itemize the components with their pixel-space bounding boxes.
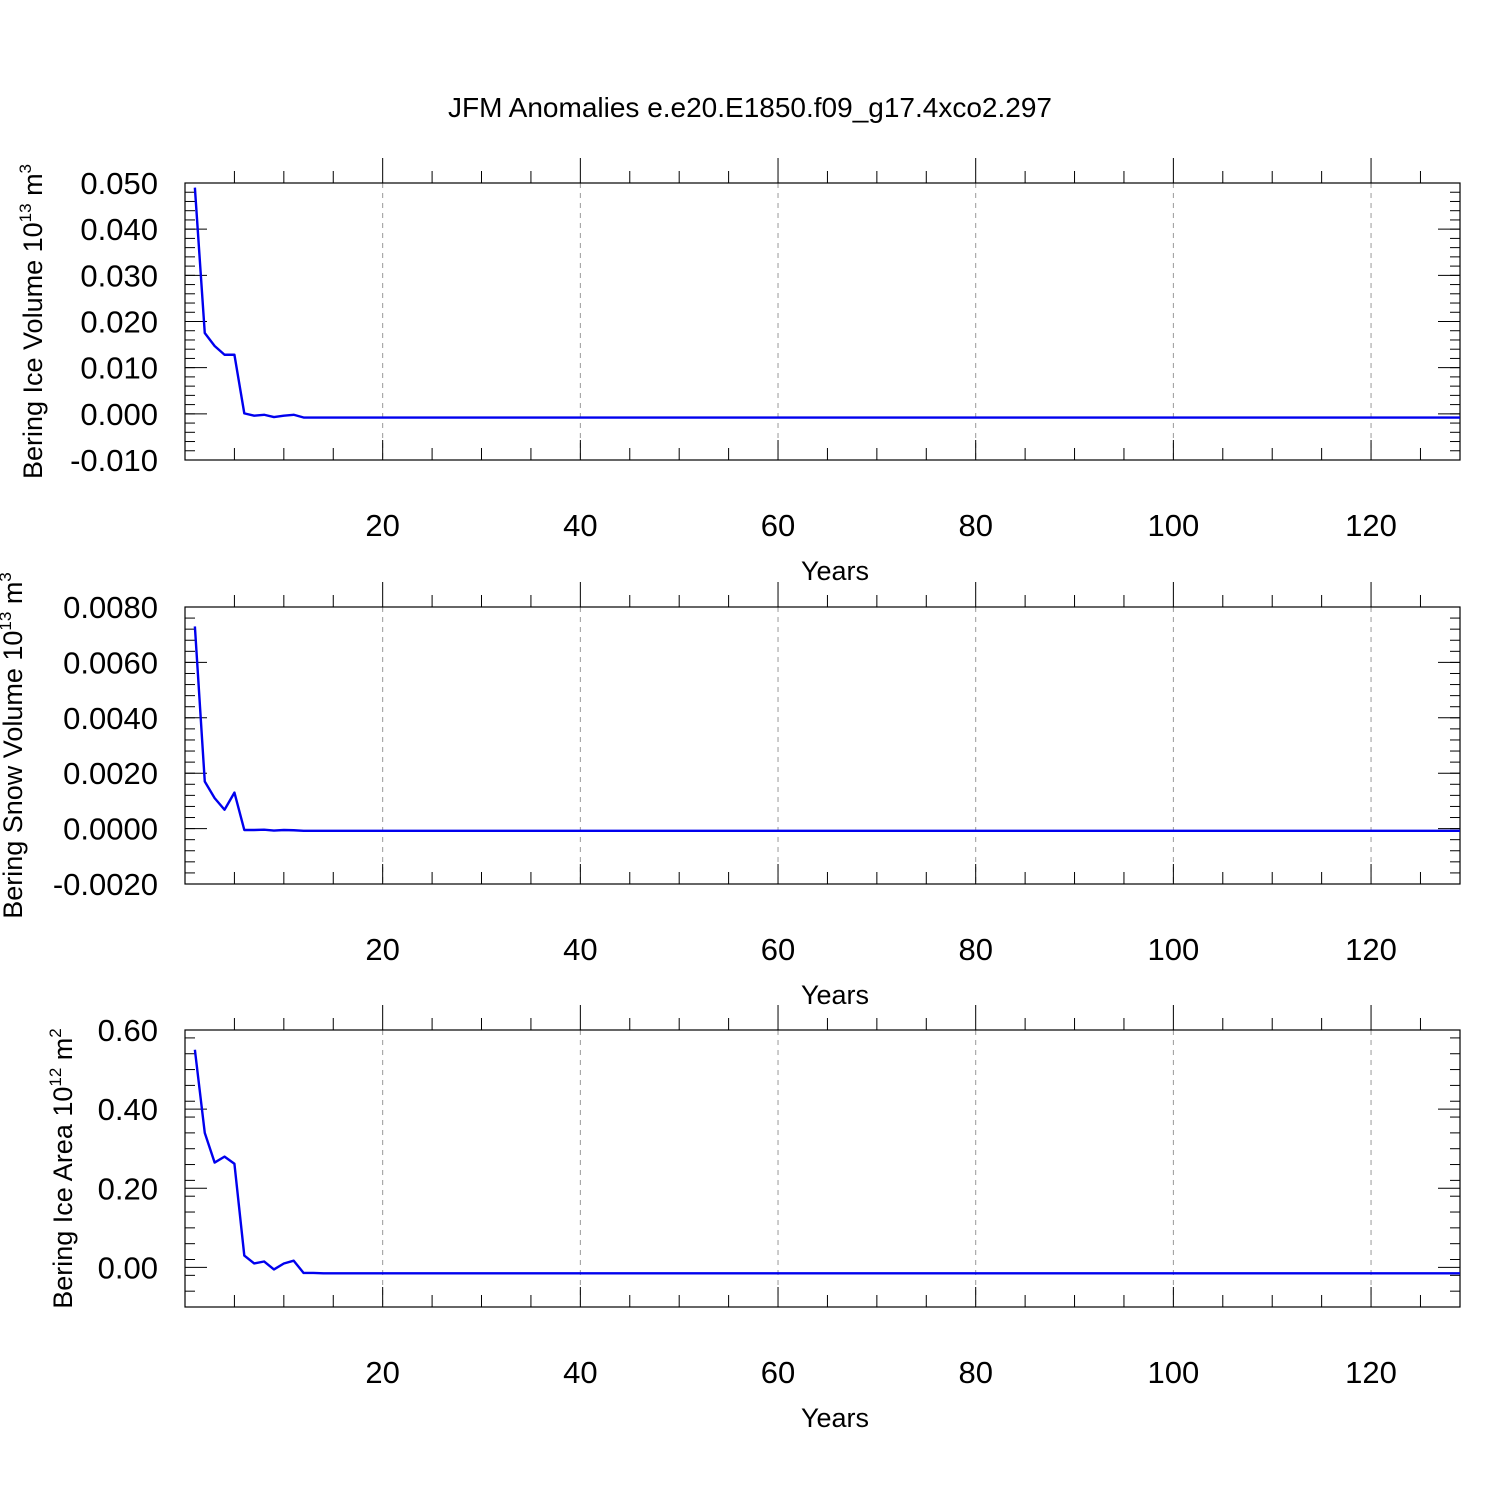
chart3-y-tick-label: 0.20 bbox=[98, 1171, 158, 1206]
chart1-frame bbox=[184, 182, 1461, 461]
chart1-x-tick-label: 80 bbox=[958, 508, 992, 543]
chart1-x-axis-label: Years bbox=[801, 556, 869, 586]
chart3-x-tick-label: 100 bbox=[1148, 1355, 1200, 1390]
chart1-series-line bbox=[193, 187, 1460, 419]
chart3-panel: 0.00 0.20 0.40 0.60 20 40 60 80 100 120 Years Berin… bbox=[46, 1005, 1461, 1433]
chart2-frame bbox=[184, 606, 1461, 885]
chart1-y-tick-label: 0.010 bbox=[80, 351, 158, 386]
chart2-y-tick-label: 0.0020 bbox=[63, 756, 158, 791]
chart3-x-axis-label: Years bbox=[801, 1403, 869, 1433]
chart3-frame bbox=[184, 1029, 1461, 1308]
chart1-y-tick-label: 0.000 bbox=[80, 397, 158, 432]
chart3-x-tick-label: 120 bbox=[1345, 1355, 1397, 1390]
chart1-x-tick-label: 20 bbox=[365, 508, 399, 543]
chart3-series-line bbox=[193, 1049, 1460, 1275]
chart2-y-tick-label: 0.0040 bbox=[63, 701, 158, 736]
chart2-x-tick-label: 120 bbox=[1345, 932, 1397, 967]
chart3-y-tick-label: 0.60 bbox=[98, 1013, 158, 1048]
chart3-x-tick-label: 60 bbox=[761, 1355, 795, 1390]
chart1-y-tick-label: -0.010 bbox=[70, 443, 158, 478]
chart1-x-tick-label: 60 bbox=[761, 508, 795, 543]
chart1-y-tick-label: 0.030 bbox=[80, 258, 158, 293]
chart2-panel: -0.0020 0.0000 0.0020 0.0040 0.0060 0.0080 20 4… bbox=[0, 572, 1461, 1010]
chart1-y-tick-label: 0.050 bbox=[80, 166, 158, 201]
chart3-y-tick-label: 0.00 bbox=[98, 1250, 158, 1285]
chart2-x-axis-label: Years bbox=[801, 980, 869, 1010]
chart3-x-tick-label: 20 bbox=[365, 1355, 399, 1390]
chart1-panel: -0.010 0.000 0.010 0.020 0.030 0.040 0.050 20 40… bbox=[16, 158, 1461, 586]
chart1-x-tick-label: 100 bbox=[1148, 508, 1200, 543]
chart2-series-line bbox=[193, 626, 1460, 833]
figure-title: JFM Anomalies e.e20.E1850.f09_g17.4xco2.… bbox=[448, 92, 1052, 123]
chart2-y-tick-label: 0.0060 bbox=[63, 645, 158, 680]
chart1-y-tick-label: 0.020 bbox=[80, 305, 158, 340]
chart3-x-tick-label: 40 bbox=[563, 1355, 597, 1390]
chart3-y-axis-label: Bering Ice Area 1012 m2 bbox=[46, 1028, 78, 1309]
chart2-x-tick-label: 100 bbox=[1148, 932, 1200, 967]
chart1-x-tick-label: 120 bbox=[1345, 508, 1397, 543]
chart3-y-tick-label: 0.40 bbox=[98, 1092, 158, 1127]
chart2-x-tick-label: 60 bbox=[761, 932, 795, 967]
chart1-y-tick-label: 0.040 bbox=[80, 212, 158, 247]
chart1-x-tick-label: 40 bbox=[563, 508, 597, 543]
chart2-y-tick-label: -0.0020 bbox=[53, 867, 158, 902]
chart2-x-tick-label: 80 bbox=[958, 932, 992, 967]
chart1-y-axis-label: Bering Ice Volume 1013 m3 bbox=[16, 164, 48, 479]
chart2-x-tick-label: 20 bbox=[365, 932, 399, 967]
chart2-y-tick-label: 0.0000 bbox=[63, 812, 158, 847]
chart3-x-tick-label: 80 bbox=[958, 1355, 992, 1390]
chart2-x-tick-label: 40 bbox=[563, 932, 597, 967]
chart2-y-axis-label: Bering Snow Volume 1013 m3 bbox=[0, 572, 28, 919]
chart2-y-tick-label: 0.0080 bbox=[63, 590, 158, 625]
